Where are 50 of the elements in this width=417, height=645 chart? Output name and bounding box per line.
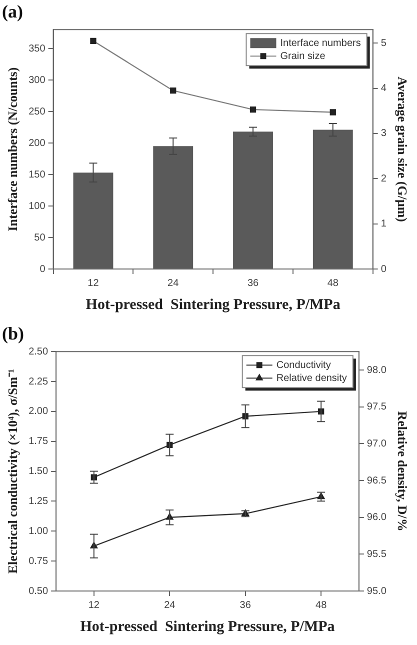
y2-tick-label: 95.5: [366, 548, 387, 560]
x-axis-title: Hot-pressed Sintering Pressure, P/MPa: [80, 618, 336, 635]
y-tick-label: 1.50: [28, 466, 48, 478]
x-tick-label: 24: [164, 600, 176, 611]
y2-tick-label: 97.0: [366, 438, 387, 450]
chart-title: (a): [2, 1, 23, 22]
legend-label: Grain size: [280, 50, 326, 62]
x-tick-label: 36: [240, 600, 252, 611]
y2-tick-label: 97.5: [366, 402, 387, 413]
y2-tick-label: 2: [380, 173, 387, 184]
y-tick-label: 1.00: [28, 526, 48, 537]
y-tick-label: 350: [28, 43, 46, 54]
y-tick-label: 300: [28, 74, 46, 86]
y-tick-label: 250: [28, 106, 46, 118]
x-tick-label: 48: [327, 278, 339, 289]
y2-tick-label: 4: [380, 83, 387, 94]
y2-tick-label: 96.5: [366, 475, 387, 486]
x-tick-label: 12: [88, 600, 100, 611]
y-tick-label: 150: [28, 169, 46, 180]
y-tick-label: 2.00: [28, 406, 48, 418]
y2-tick-label: 1: [380, 218, 387, 230]
y-tick-label: 200: [28, 138, 46, 149]
y2-tick-label: 96.0: [366, 512, 387, 524]
y-tick-label: 1.75: [28, 436, 48, 448]
x-tick-label: 24: [168, 278, 180, 289]
legend-label: Interface numbers: [280, 38, 361, 49]
chart-title: (b): [2, 323, 24, 344]
legend-label: Conductivity: [276, 360, 331, 371]
y-tick-label: 2.25: [28, 376, 48, 388]
legend-label: Relative density: [276, 372, 347, 384]
y-tick-label: 50: [34, 232, 46, 244]
y2-tick-label: 98.0: [366, 364, 387, 376]
y-tick-label: 0.50: [28, 586, 48, 597]
x-tick-label: 48: [316, 600, 328, 611]
y2-tick-label: 5: [380, 38, 387, 49]
y2-axis-title: Average grain size (G/μm): [394, 76, 410, 222]
y-tick-label: 0.75: [28, 556, 48, 567]
x-axis-title: Hot-pressed Sintering Pressure, P/MPa: [86, 296, 341, 313]
x-tick-label: 36: [247, 278, 260, 289]
y-tick-label: 1.25: [28, 496, 48, 507]
y2-tick-label: 0: [380, 264, 387, 275]
y2-tick-label: 95.0: [366, 586, 387, 597]
y-tick-label: 100: [28, 200, 46, 212]
y-axis-title: Interface numbers (N/counts): [5, 67, 20, 232]
x-tick-label: 12: [88, 278, 100, 289]
y2-axis-title: Relative density, D/%: [394, 411, 410, 532]
y-axis-title: Electrical conductivity (×10⁴), σ/Sm⁻¹: [5, 368, 20, 574]
y-tick-label: 2.50: [28, 346, 48, 358]
y-tick-label: 0: [40, 264, 46, 275]
y2-tick-label: 3: [380, 128, 387, 140]
